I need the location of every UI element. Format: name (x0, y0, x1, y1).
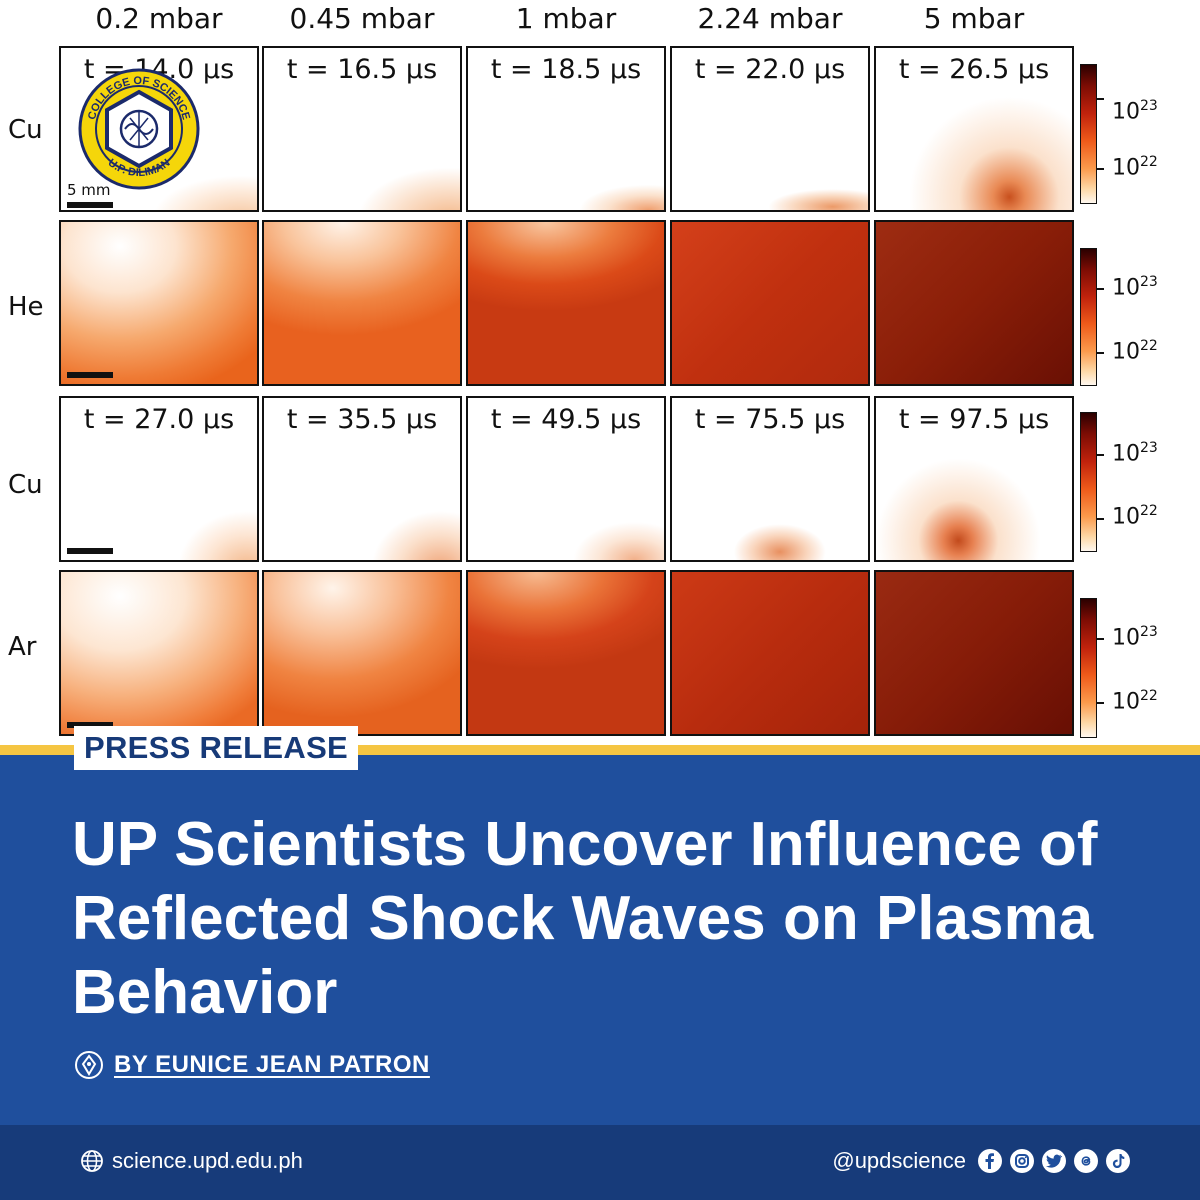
colorbar-label: 1023 (1112, 440, 1158, 467)
pressure-label-3: 1 mbar (515, 2, 617, 35)
colorbar-tick (1097, 454, 1104, 456)
threads-icon[interactable] (1074, 1149, 1098, 1173)
time-label: t = 16.5 μs (286, 54, 438, 85)
time-label: t = 27.0 μs (83, 404, 235, 435)
colorbar-tick (1097, 352, 1104, 354)
colorbar-label: 1022 (1112, 688, 1158, 715)
colorbar-label: 1022 (1112, 503, 1158, 530)
time-label: t = 26.5 μs (898, 54, 1050, 85)
website-url: science.upd.edu.ph (112, 1148, 303, 1173)
colorbar-label: 1022 (1112, 154, 1158, 181)
pressure-label-1: 0.2 mbar (95, 2, 223, 35)
social-handle-text: @updscience (832, 1148, 966, 1173)
gold-accent-band (0, 745, 1200, 755)
row-label-cu-2: Cu (8, 470, 43, 500)
panel-cu2-p5: t = 97.5 μs (874, 396, 1074, 562)
panel-he-p2 (262, 220, 462, 386)
colorbar-2 (1080, 248, 1097, 386)
panel-ar-p3 (466, 570, 666, 736)
twitter-icon[interactable] (1042, 1149, 1066, 1173)
college-of-science-seal-logo: COLLEGE OF SCIENCE U.P. DILIMAN (78, 68, 200, 190)
time-label: t = 75.5 μs (694, 404, 846, 435)
scale-bar (67, 548, 113, 554)
headline: UP Scientists Uncover Influence of Refle… (72, 810, 1098, 1027)
colorbar-tick (1097, 98, 1104, 100)
byline: BY EUNICE JEAN PATRON (74, 1050, 430, 1080)
colorbar-tick (1097, 168, 1104, 170)
colorbar-4 (1080, 598, 1097, 738)
panel-he-p1 (59, 220, 259, 386)
tiktok-icon[interactable] (1106, 1149, 1130, 1173)
panel-he-p4 (670, 220, 870, 386)
time-label: t = 35.5 μs (286, 404, 438, 435)
colorbar-tick (1097, 288, 1104, 290)
panel-cu1-p4: t = 22.0 μs (670, 46, 870, 212)
colorbar-1 (1080, 64, 1097, 204)
time-label: t = 97.5 μs (898, 404, 1050, 435)
panel-cu2-p2: t = 35.5 μs (262, 396, 462, 562)
panel-ar-p4 (670, 570, 870, 736)
pressure-label-5: 5 mbar (923, 2, 1025, 35)
panel-cu2-p4: t = 75.5 μs (670, 396, 870, 562)
panel-ar-p1 (59, 570, 259, 736)
website-link[interactable]: science.upd.edu.ph (80, 1148, 303, 1174)
panel-cu1-p3: t = 18.5 μs (466, 46, 666, 212)
time-label: t = 18.5 μs (490, 54, 642, 85)
press-release-tag: PRESS RELEASE (74, 726, 359, 770)
colorbar-label: 1023 (1112, 98, 1158, 125)
panel-cu2-p1: t = 27.0 μs (59, 396, 259, 562)
colorbar-tick (1097, 638, 1104, 640)
social-handle: @updscience (832, 1148, 1130, 1174)
scale-bar (67, 372, 113, 378)
scale-bar-label: 5 mm (67, 181, 111, 199)
author-name[interactable]: BY EUNICE JEAN PATRON (114, 1051, 430, 1078)
time-label: t = 49.5 μs (490, 404, 642, 435)
instagram-icon[interactable] (1010, 1149, 1034, 1173)
colorbar-tick (1097, 702, 1104, 704)
row-label-ar: Ar (8, 632, 37, 662)
panel-ar-p2 (262, 570, 462, 736)
row-label-cu-1: Cu (8, 115, 43, 145)
pressure-label-4: 2.24 mbar (697, 2, 843, 35)
globe-icon (81, 1150, 103, 1172)
pressure-label-2: 0.45 mbar (289, 2, 435, 35)
scale-bar (67, 202, 113, 208)
colorbar-label: 1023 (1112, 274, 1158, 301)
panel-he-p3 (466, 220, 666, 386)
facebook-icon[interactable] (978, 1149, 1002, 1173)
colorbar-3 (1080, 412, 1097, 552)
row-label-he: He (8, 292, 44, 322)
pen-nib-icon (75, 1051, 103, 1079)
panel-cu1-p5: t = 26.5 μs (874, 46, 1074, 212)
time-label: t = 22.0 μs (694, 54, 846, 85)
colorbar-label: 1023 (1112, 624, 1158, 651)
density-figure: 0.2 mbar 0.45 mbar 1 mbar 2.24 mbar 5 mb… (8, 2, 1158, 738)
colorbar-label: 1022 (1112, 338, 1158, 365)
panel-ar-p5 (874, 570, 1074, 736)
panel-cu1-p2: t = 16.5 μs (262, 46, 462, 212)
press-release-banner (0, 755, 1200, 1125)
scale-bar (67, 722, 113, 728)
colorbar-tick (1097, 518, 1104, 520)
panel-he-p5 (874, 220, 1074, 386)
panel-cu2-p3: t = 49.5 μs (466, 396, 666, 562)
